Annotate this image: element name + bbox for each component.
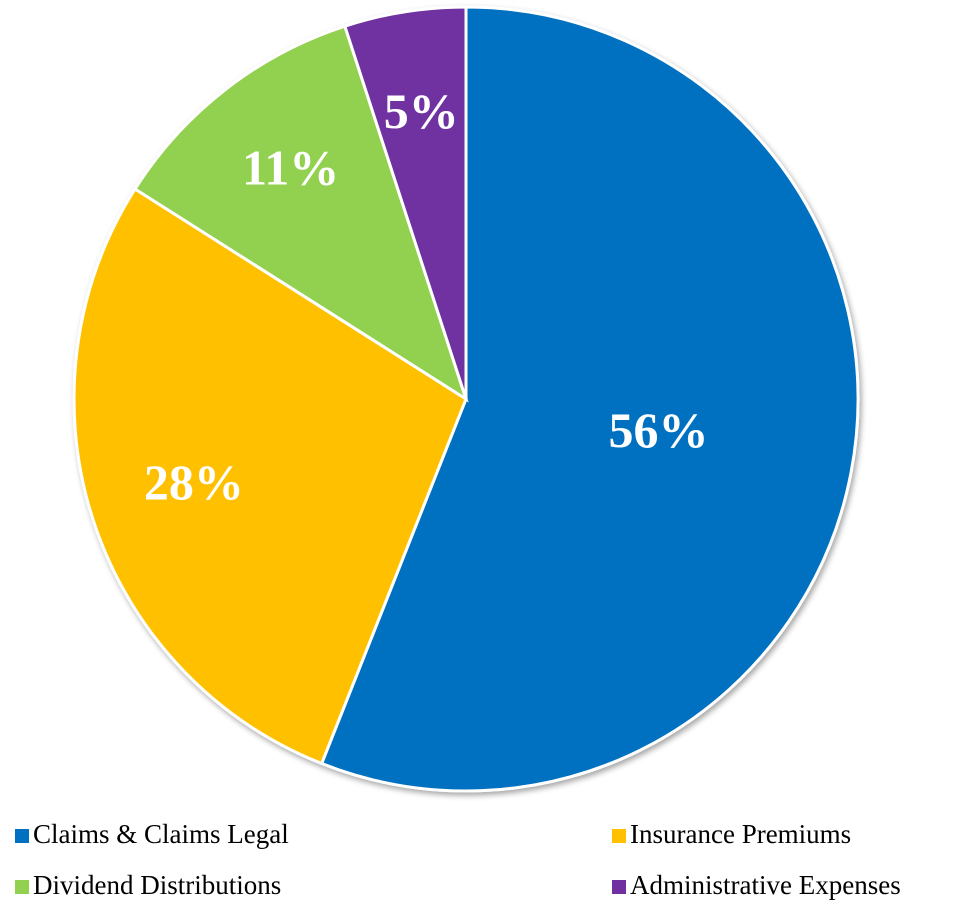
legend-swatch	[612, 880, 626, 894]
value-label: 5%	[384, 83, 459, 139]
legend: Claims & Claims Legal Insurance Premiums D…	[15, 819, 901, 900]
legend-label: Dividend Distributions	[33, 870, 281, 900]
value-labels: 56% 28% 11% 5%	[144, 83, 709, 510]
legend-label: Insurance Premiums	[630, 819, 851, 849]
pie-slice	[132, 24, 469, 403]
legend-label: Administrative Expenses	[630, 870, 901, 900]
legend-swatch	[15, 880, 29, 894]
pie	[72, 5, 860, 793]
legend-swatch	[15, 829, 29, 843]
value-label: 56%	[609, 402, 709, 458]
legend-swatch	[612, 829, 626, 843]
pie-slice	[342, 5, 468, 400]
value-label: 28%	[144, 454, 244, 510]
legend-label: Claims & Claims Legal	[33, 819, 289, 849]
pie-slice	[72, 186, 468, 766]
value-label: 11%	[242, 139, 339, 195]
pie-slice	[319, 5, 860, 793]
